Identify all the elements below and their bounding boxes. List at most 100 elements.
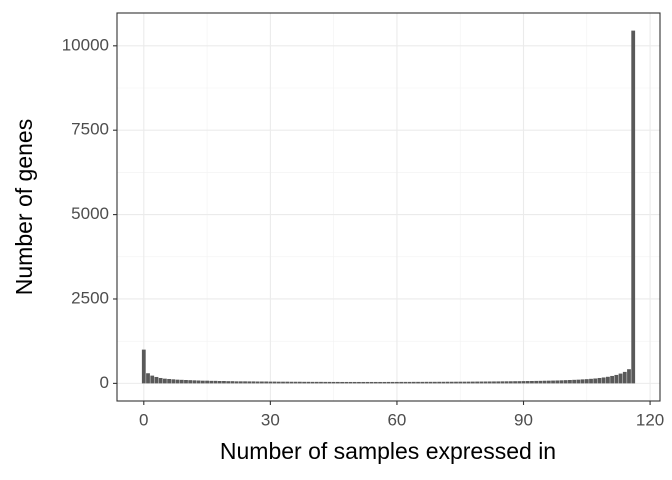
- x-tick-label: 30: [261, 410, 280, 429]
- bar: [348, 381, 353, 384]
- bar: [361, 381, 366, 384]
- bar: [243, 381, 247, 384]
- x-axis-title: Number of samples expressed in: [220, 438, 556, 464]
- bar: [255, 381, 260, 384]
- x-tick-label: 0: [139, 410, 148, 429]
- bar: [264, 381, 269, 384]
- bar: [188, 380, 193, 384]
- bar: [213, 380, 218, 384]
- bar: [433, 381, 437, 384]
- bar: [162, 378, 167, 384]
- bar: [365, 381, 370, 384]
- bar: [378, 381, 382, 384]
- bar: [555, 380, 560, 384]
- bar: [276, 381, 281, 384]
- bar: [610, 375, 615, 384]
- bar: [323, 381, 328, 384]
- bar: [251, 381, 256, 384]
- bar: [411, 381, 416, 384]
- y-tick-label: 0: [100, 373, 109, 392]
- bar: [403, 381, 408, 384]
- bar: [416, 381, 420, 384]
- bar: [563, 380, 568, 384]
- y-tick-label: 5000: [71, 204, 109, 223]
- bar: [407, 381, 412, 384]
- bars: [141, 30, 636, 384]
- bar: [344, 381, 349, 384]
- bar: [327, 381, 332, 384]
- bar: [154, 376, 159, 384]
- x-tick-label: 60: [387, 410, 406, 429]
- bar: [479, 381, 484, 384]
- bar: [390, 381, 395, 384]
- bar: [340, 381, 344, 384]
- panel-border: [116, 12, 661, 402]
- bar: [150, 375, 155, 384]
- bar: [234, 381, 239, 384]
- bar: [335, 381, 340, 384]
- bar: [272, 381, 277, 384]
- bar: [470, 381, 475, 384]
- bar: [424, 381, 429, 384]
- bar: [314, 381, 319, 384]
- bar: [454, 381, 458, 384]
- bar: [525, 381, 530, 384]
- bar: [141, 349, 146, 384]
- bar: [167, 378, 172, 384]
- bar: [281, 381, 285, 384]
- bar: [622, 371, 627, 384]
- bar: [247, 381, 252, 384]
- bar: [631, 30, 636, 384]
- bar: [352, 381, 357, 384]
- bar: [589, 378, 593, 384]
- bar: [217, 381, 222, 384]
- bar: [289, 381, 294, 384]
- bar: [496, 381, 501, 384]
- bar: [230, 381, 235, 384]
- bar: [551, 380, 555, 384]
- bar: [458, 381, 463, 384]
- bar: [475, 381, 479, 384]
- bar: [196, 380, 201, 384]
- bar: [369, 381, 374, 384]
- bar: [298, 381, 302, 384]
- bar: [179, 379, 184, 384]
- bar: [306, 381, 311, 384]
- bar: [310, 381, 315, 384]
- bar: [200, 380, 205, 384]
- bar: [386, 381, 391, 384]
- bar: [399, 381, 404, 384]
- bar: [373, 381, 378, 384]
- bar: [184, 380, 188, 384]
- bar: [205, 380, 209, 384]
- y-tick-label: 10000: [62, 35, 109, 54]
- bar: [576, 379, 581, 384]
- bar: [260, 381, 264, 384]
- axes: 0 30 60 90 120 0 2500 5000 7500 10000: [62, 35, 665, 429]
- bar: [466, 381, 471, 384]
- bar: [618, 373, 623, 384]
- bar: [483, 381, 488, 384]
- bar: [584, 379, 589, 384]
- bar: [192, 380, 197, 384]
- bar: [605, 376, 610, 384]
- bar: [445, 381, 450, 384]
- bar: [158, 377, 163, 384]
- bar: [428, 381, 433, 384]
- y-axis-title: Number of genes: [11, 119, 37, 295]
- bar: [534, 380, 539, 384]
- bar: [441, 381, 446, 384]
- bar: [331, 381, 336, 384]
- bar: [437, 381, 442, 384]
- bar: [538, 380, 543, 384]
- bar: [226, 381, 231, 384]
- bar: [601, 377, 606, 384]
- bar: [580, 379, 585, 384]
- bar: [146, 373, 150, 384]
- bar: [462, 381, 467, 384]
- bar: [513, 381, 517, 384]
- bar: [492, 381, 496, 384]
- x-tick-label: 120: [636, 410, 664, 429]
- bar: [357, 381, 361, 384]
